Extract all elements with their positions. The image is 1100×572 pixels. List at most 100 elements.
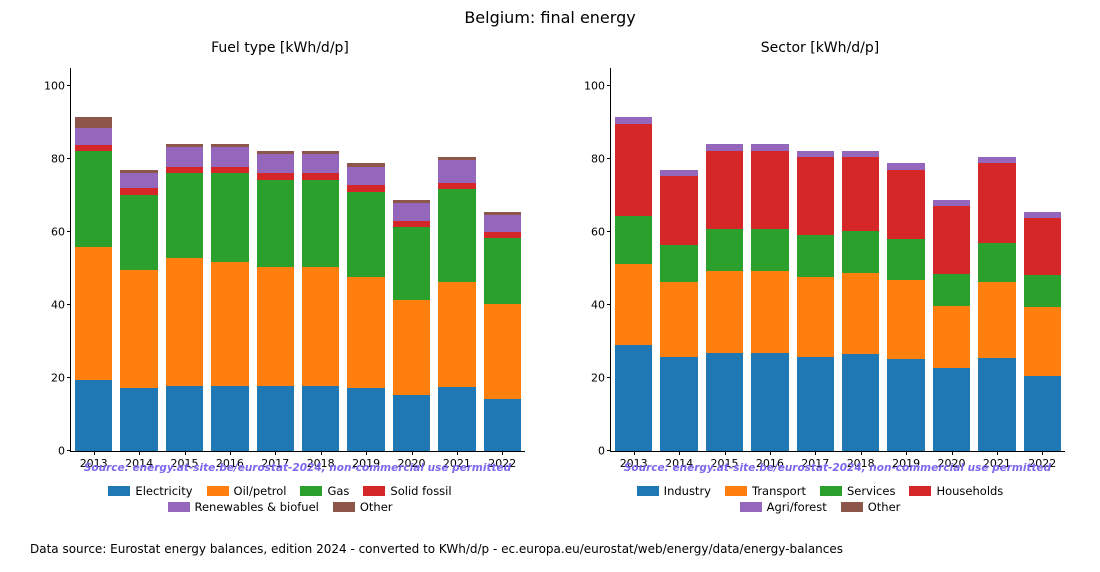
ytick-mark	[607, 450, 611, 451]
legend-label: Households	[936, 484, 1003, 498]
xtick-label: 2018	[307, 457, 335, 470]
xtick-mark	[861, 451, 862, 455]
legend-fuel-type: ElectricityOil/petrolGasSolid fossilRene…	[30, 484, 530, 514]
legend-swatch	[740, 502, 762, 512]
legend-item-oil: Oil/petrol	[207, 484, 287, 498]
bar-segment-services	[842, 231, 879, 273]
bar	[166, 108, 203, 451]
legend-swatch	[207, 486, 229, 496]
bar-segment-renew	[257, 154, 294, 173]
xtick-label: 2020	[938, 457, 966, 470]
bar-segment-industry	[797, 357, 834, 451]
bar-segment-oil	[166, 258, 203, 385]
bar-segment-gas	[302, 180, 339, 267]
xtick-mark	[94, 451, 95, 455]
bar	[347, 119, 384, 451]
xtick-label: 2016	[216, 457, 244, 470]
bar-segment-other	[75, 117, 112, 127]
bar-segment-services	[706, 229, 743, 271]
ytick-label: 0	[58, 445, 65, 458]
ytick-mark	[607, 158, 611, 159]
bar-segment-gas	[347, 192, 384, 277]
legend-swatch	[333, 502, 355, 512]
bar-segment-electricity	[120, 388, 157, 451]
xtick-label: 2019	[352, 457, 380, 470]
xtick-label: 2022	[488, 457, 516, 470]
xtick-mark	[725, 451, 726, 455]
legend-item-other: Other	[333, 500, 393, 514]
bar-segment-renew	[211, 147, 248, 167]
legend-swatch	[108, 486, 130, 496]
legend-swatch	[637, 486, 659, 496]
legend-label: Oil/petrol	[234, 484, 287, 498]
bar-segment-services	[797, 235, 834, 277]
bar-segment-oil	[302, 267, 339, 387]
bar	[393, 141, 430, 451]
bar-segment-gas	[166, 173, 203, 258]
bar-segment-gas	[211, 173, 248, 261]
legend-swatch	[725, 486, 747, 496]
bar	[1024, 148, 1061, 451]
ytick-mark	[67, 304, 71, 305]
legend-swatch	[820, 486, 842, 496]
bar-segment-renew	[302, 154, 339, 173]
legend-item-households: Households	[909, 484, 1003, 498]
xtick-label: 2017	[261, 457, 289, 470]
xtick-mark	[815, 451, 816, 455]
bar-segment-transport	[706, 271, 743, 353]
bar-segment-industry	[751, 353, 788, 451]
xtick-mark	[997, 451, 998, 455]
xtick-mark	[185, 451, 186, 455]
xtick-mark	[366, 451, 367, 455]
xtick-label: 2016	[756, 457, 784, 470]
ytick-label: 20	[591, 372, 605, 385]
bar-segment-transport	[751, 271, 788, 353]
bar-segment-services	[751, 229, 788, 271]
ytick-mark	[607, 231, 611, 232]
bar	[887, 119, 924, 451]
bar-segment-gas	[120, 195, 157, 270]
bar	[933, 141, 970, 451]
bar	[438, 115, 475, 451]
xtick-label: 2014	[665, 457, 693, 470]
xtick-label: 2015	[171, 457, 199, 470]
bar-segment-transport	[978, 282, 1015, 359]
bar-segment-transport	[797, 277, 834, 358]
bar-segment-households	[660, 176, 697, 245]
xtick-mark	[679, 451, 680, 455]
legend-label: Other	[868, 500, 901, 514]
bar	[302, 112, 339, 451]
legend-label: Industry	[664, 484, 711, 498]
bar-segment-gas	[484, 238, 521, 304]
bar-segment-transport	[933, 306, 970, 368]
legend-label: Electricity	[135, 484, 192, 498]
bar	[751, 108, 788, 451]
bar-segment-solid	[75, 145, 112, 152]
legends-row: ElectricityOil/petrolGasSolid fossilRene…	[30, 484, 1070, 514]
legend-item-transport: Transport	[725, 484, 806, 498]
bar-segment-households	[797, 157, 834, 235]
bar-segment-households	[615, 124, 652, 216]
bar-segment-gas	[75, 151, 112, 246]
legend-label: Solid fossil	[390, 484, 451, 498]
bar-segment-oil	[347, 277, 384, 388]
legend-swatch	[168, 502, 190, 512]
bar	[842, 112, 879, 451]
legend-label: Transport	[752, 484, 806, 498]
bar-segment-households	[887, 170, 924, 240]
ytick-mark	[67, 450, 71, 451]
xtick-mark	[770, 451, 771, 455]
bar-segment-transport	[842, 273, 879, 354]
xtick-mark	[457, 451, 458, 455]
bar-segment-agri	[615, 117, 652, 124]
bar-segment-oil	[484, 304, 521, 399]
legend-item-sector_other: Other	[841, 500, 901, 514]
legend-item-services: Services	[820, 484, 896, 498]
ytick-mark	[67, 158, 71, 159]
bar	[75, 94, 112, 451]
bar	[484, 148, 521, 451]
legend-label: Other	[360, 500, 393, 514]
ytick-label: 40	[591, 299, 605, 312]
bar	[257, 112, 294, 451]
ytick-mark	[67, 377, 71, 378]
